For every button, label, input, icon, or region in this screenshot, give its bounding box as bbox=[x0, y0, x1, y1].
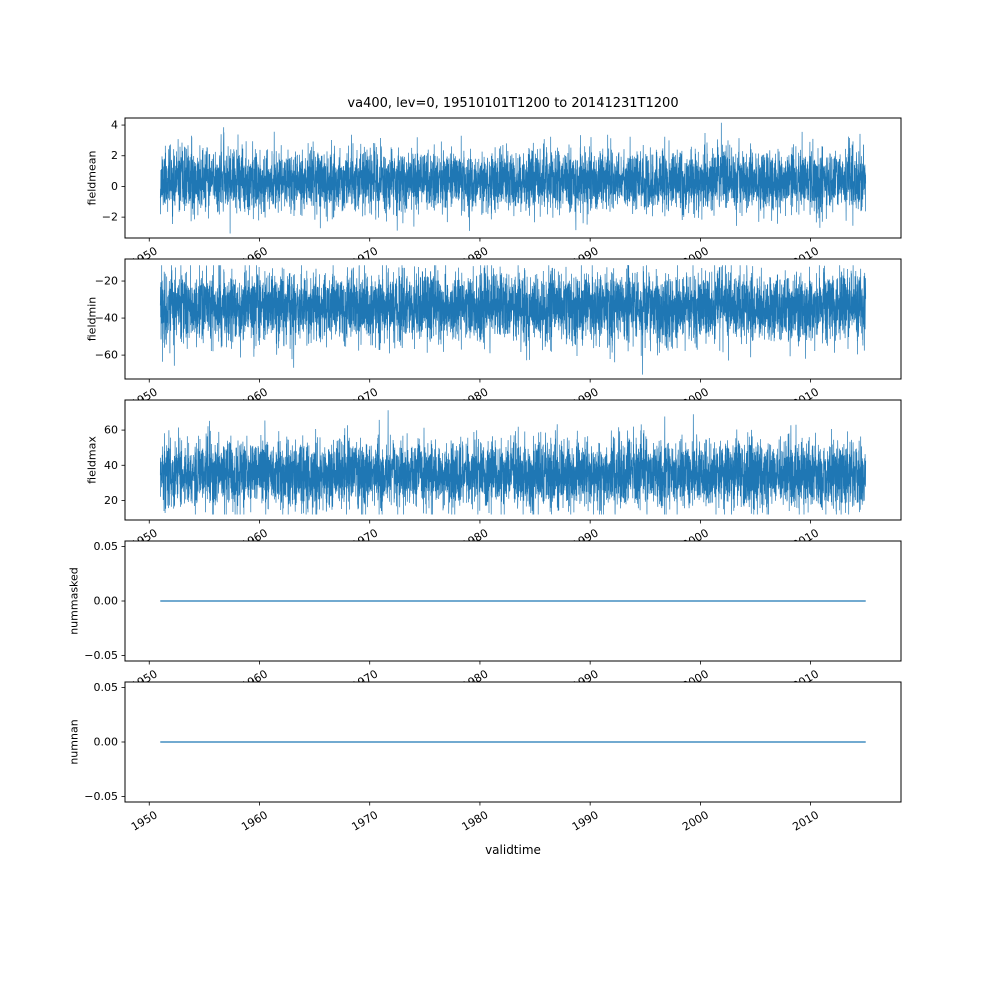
y-tick-labels: 20 40 60 bbox=[104, 424, 125, 507]
y-tick-labels: −0.05 0.00 0.05 bbox=[84, 540, 125, 662]
y-tick-labels: −2 0 2 4 bbox=[102, 119, 125, 224]
svg-text:−0.05: −0.05 bbox=[84, 649, 118, 662]
svg-text:2010: 2010 bbox=[790, 808, 821, 833]
svg-text:0.00: 0.00 bbox=[94, 595, 119, 608]
svg-text:−60: −60 bbox=[95, 349, 118, 362]
svg-text:1960: 1960 bbox=[239, 808, 270, 833]
svg-text:2000: 2000 bbox=[680, 808, 711, 833]
series-line bbox=[159, 410, 867, 515]
svg-text:1950: 1950 bbox=[129, 808, 160, 833]
svg-text:−2: −2 bbox=[102, 211, 118, 224]
y-axis-label-fieldmin: fieldmin bbox=[85, 296, 99, 342]
series-line bbox=[159, 122, 867, 234]
svg-text:2: 2 bbox=[111, 149, 118, 162]
chart-title: va400, lev=0, 19510101T1200 to 20141231T… bbox=[347, 96, 679, 111]
svg-text:1980: 1980 bbox=[460, 808, 491, 833]
series-line bbox=[159, 264, 867, 375]
subplot-numnan: −0.05 0.00 0.05 1950 1960 1970 1980 1990 2000 201… bbox=[84, 681, 902, 834]
x-tick-labels: 1950 1960 1970 1980 1990 2000 2010 bbox=[129, 802, 821, 834]
svg-text:−0.05: −0.05 bbox=[84, 790, 118, 803]
svg-text:4: 4 bbox=[111, 119, 118, 132]
y-axis-label-fieldmean: fieldmean bbox=[85, 150, 99, 206]
svg-text:60: 60 bbox=[104, 424, 118, 437]
y-axis-label-numnan: numnan bbox=[67, 719, 81, 765]
svg-text:0.00: 0.00 bbox=[94, 736, 119, 749]
svg-text:20: 20 bbox=[104, 494, 118, 507]
y-tick-labels: −60 −40 −20 bbox=[95, 275, 125, 362]
svg-text:1970: 1970 bbox=[349, 808, 380, 833]
svg-text:40: 40 bbox=[104, 459, 118, 472]
svg-text:0: 0 bbox=[111, 180, 118, 193]
axes-frame bbox=[124, 399, 902, 521]
svg-text:0.05: 0.05 bbox=[94, 540, 119, 553]
y-axis-label-fieldmax: fieldmax bbox=[85, 436, 99, 484]
svg-text:−20: −20 bbox=[95, 275, 118, 288]
y-tick-labels: −0.05 0.00 0.05 bbox=[84, 681, 125, 803]
svg-text:0.05: 0.05 bbox=[94, 681, 119, 694]
svg-text:−40: −40 bbox=[95, 312, 118, 325]
y-axis-label-nummasked: nummasked bbox=[67, 567, 81, 635]
axes-frame bbox=[124, 258, 902, 380]
svg-text:1990: 1990 bbox=[570, 808, 601, 833]
x-axis-label: validtime bbox=[485, 843, 541, 857]
axes-frame bbox=[124, 117, 902, 239]
